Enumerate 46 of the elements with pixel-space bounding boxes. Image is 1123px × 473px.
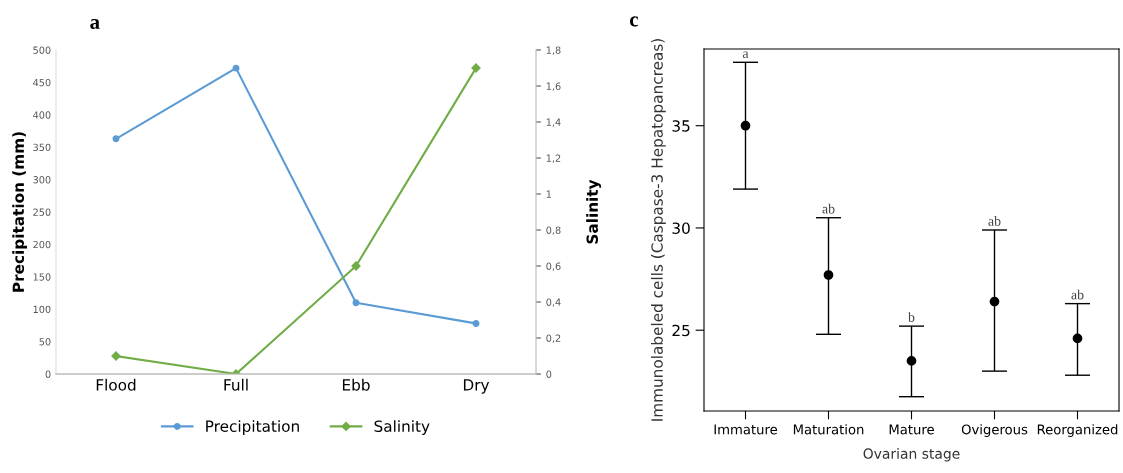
y2-tick-label: 1,2 [546, 154, 561, 163]
x-tick-label: Flood [96, 378, 136, 391]
x-tick-label: Ovigerous [961, 424, 1028, 437]
x-tick-label: Ebb [342, 378, 370, 391]
legend-label: Salinity [374, 420, 430, 435]
y2-tick-label: 0,4 [546, 298, 561, 307]
y-tick-label: 25 [672, 324, 690, 337]
x-tick-label: Dry [463, 379, 490, 394]
y2-tick-label: 0,2 [546, 334, 561, 343]
y2-tick-label: 0,6 [546, 262, 561, 271]
chart-title: a [90, 18, 100, 29]
y-tick-label: 500 [33, 46, 51, 54]
y2-tick-label: 0 [546, 370, 552, 378]
x-axis-title: Ovarian stage [863, 448, 960, 462]
y-tick-label: 350 [33, 143, 51, 152]
legend-label: Precipitation [206, 420, 299, 435]
annotation: ab [988, 216, 1001, 226]
y-tick-label: 200 [33, 240, 51, 249]
y-tick-label: 150 [33, 273, 51, 281]
y-axis-title: Immunolabeled cells (Caspase-3 Hepatopancreas) [651, 39, 666, 421]
y-axis-title: Precipitation (mm) [12, 132, 28, 292]
y-tick-label: 30 [672, 222, 690, 234]
x-tick-label: Immature [714, 424, 778, 435]
x-tick-label: Full [224, 378, 248, 391]
x-tick-label: Reorganized [1037, 424, 1118, 437]
y-tick-label: 300 [33, 176, 51, 184]
y-tick-label: 250 [33, 208, 51, 216]
y2-tick-label: 1,4 [546, 118, 561, 127]
y2-tick-label: 1 [546, 190, 552, 198]
annotation: ab [822, 203, 835, 214]
y-tick-label: 400 [33, 111, 51, 119]
y-tick-label: 50 [39, 338, 51, 346]
y2-tick-label: 0,8 [546, 226, 561, 235]
annotation: ab [1071, 289, 1084, 300]
y-tick-label: 100 [33, 305, 51, 314]
y2-tick-label: 1,8 [546, 46, 561, 55]
x-tick-label: Mature [889, 424, 934, 435]
y-tick-label: 0 [45, 370, 51, 378]
y-tick-label: 450 [33, 78, 51, 87]
annotation: b [908, 312, 915, 322]
y2-tick-label: 1,6 [546, 82, 561, 91]
y-tick-label: 35 [672, 120, 690, 132]
y2-axis-title: Salinity [586, 179, 602, 244]
annotation: a [742, 51, 749, 59]
chart-title: c [630, 16, 639, 27]
x-tick-label: Maturation [793, 424, 864, 435]
